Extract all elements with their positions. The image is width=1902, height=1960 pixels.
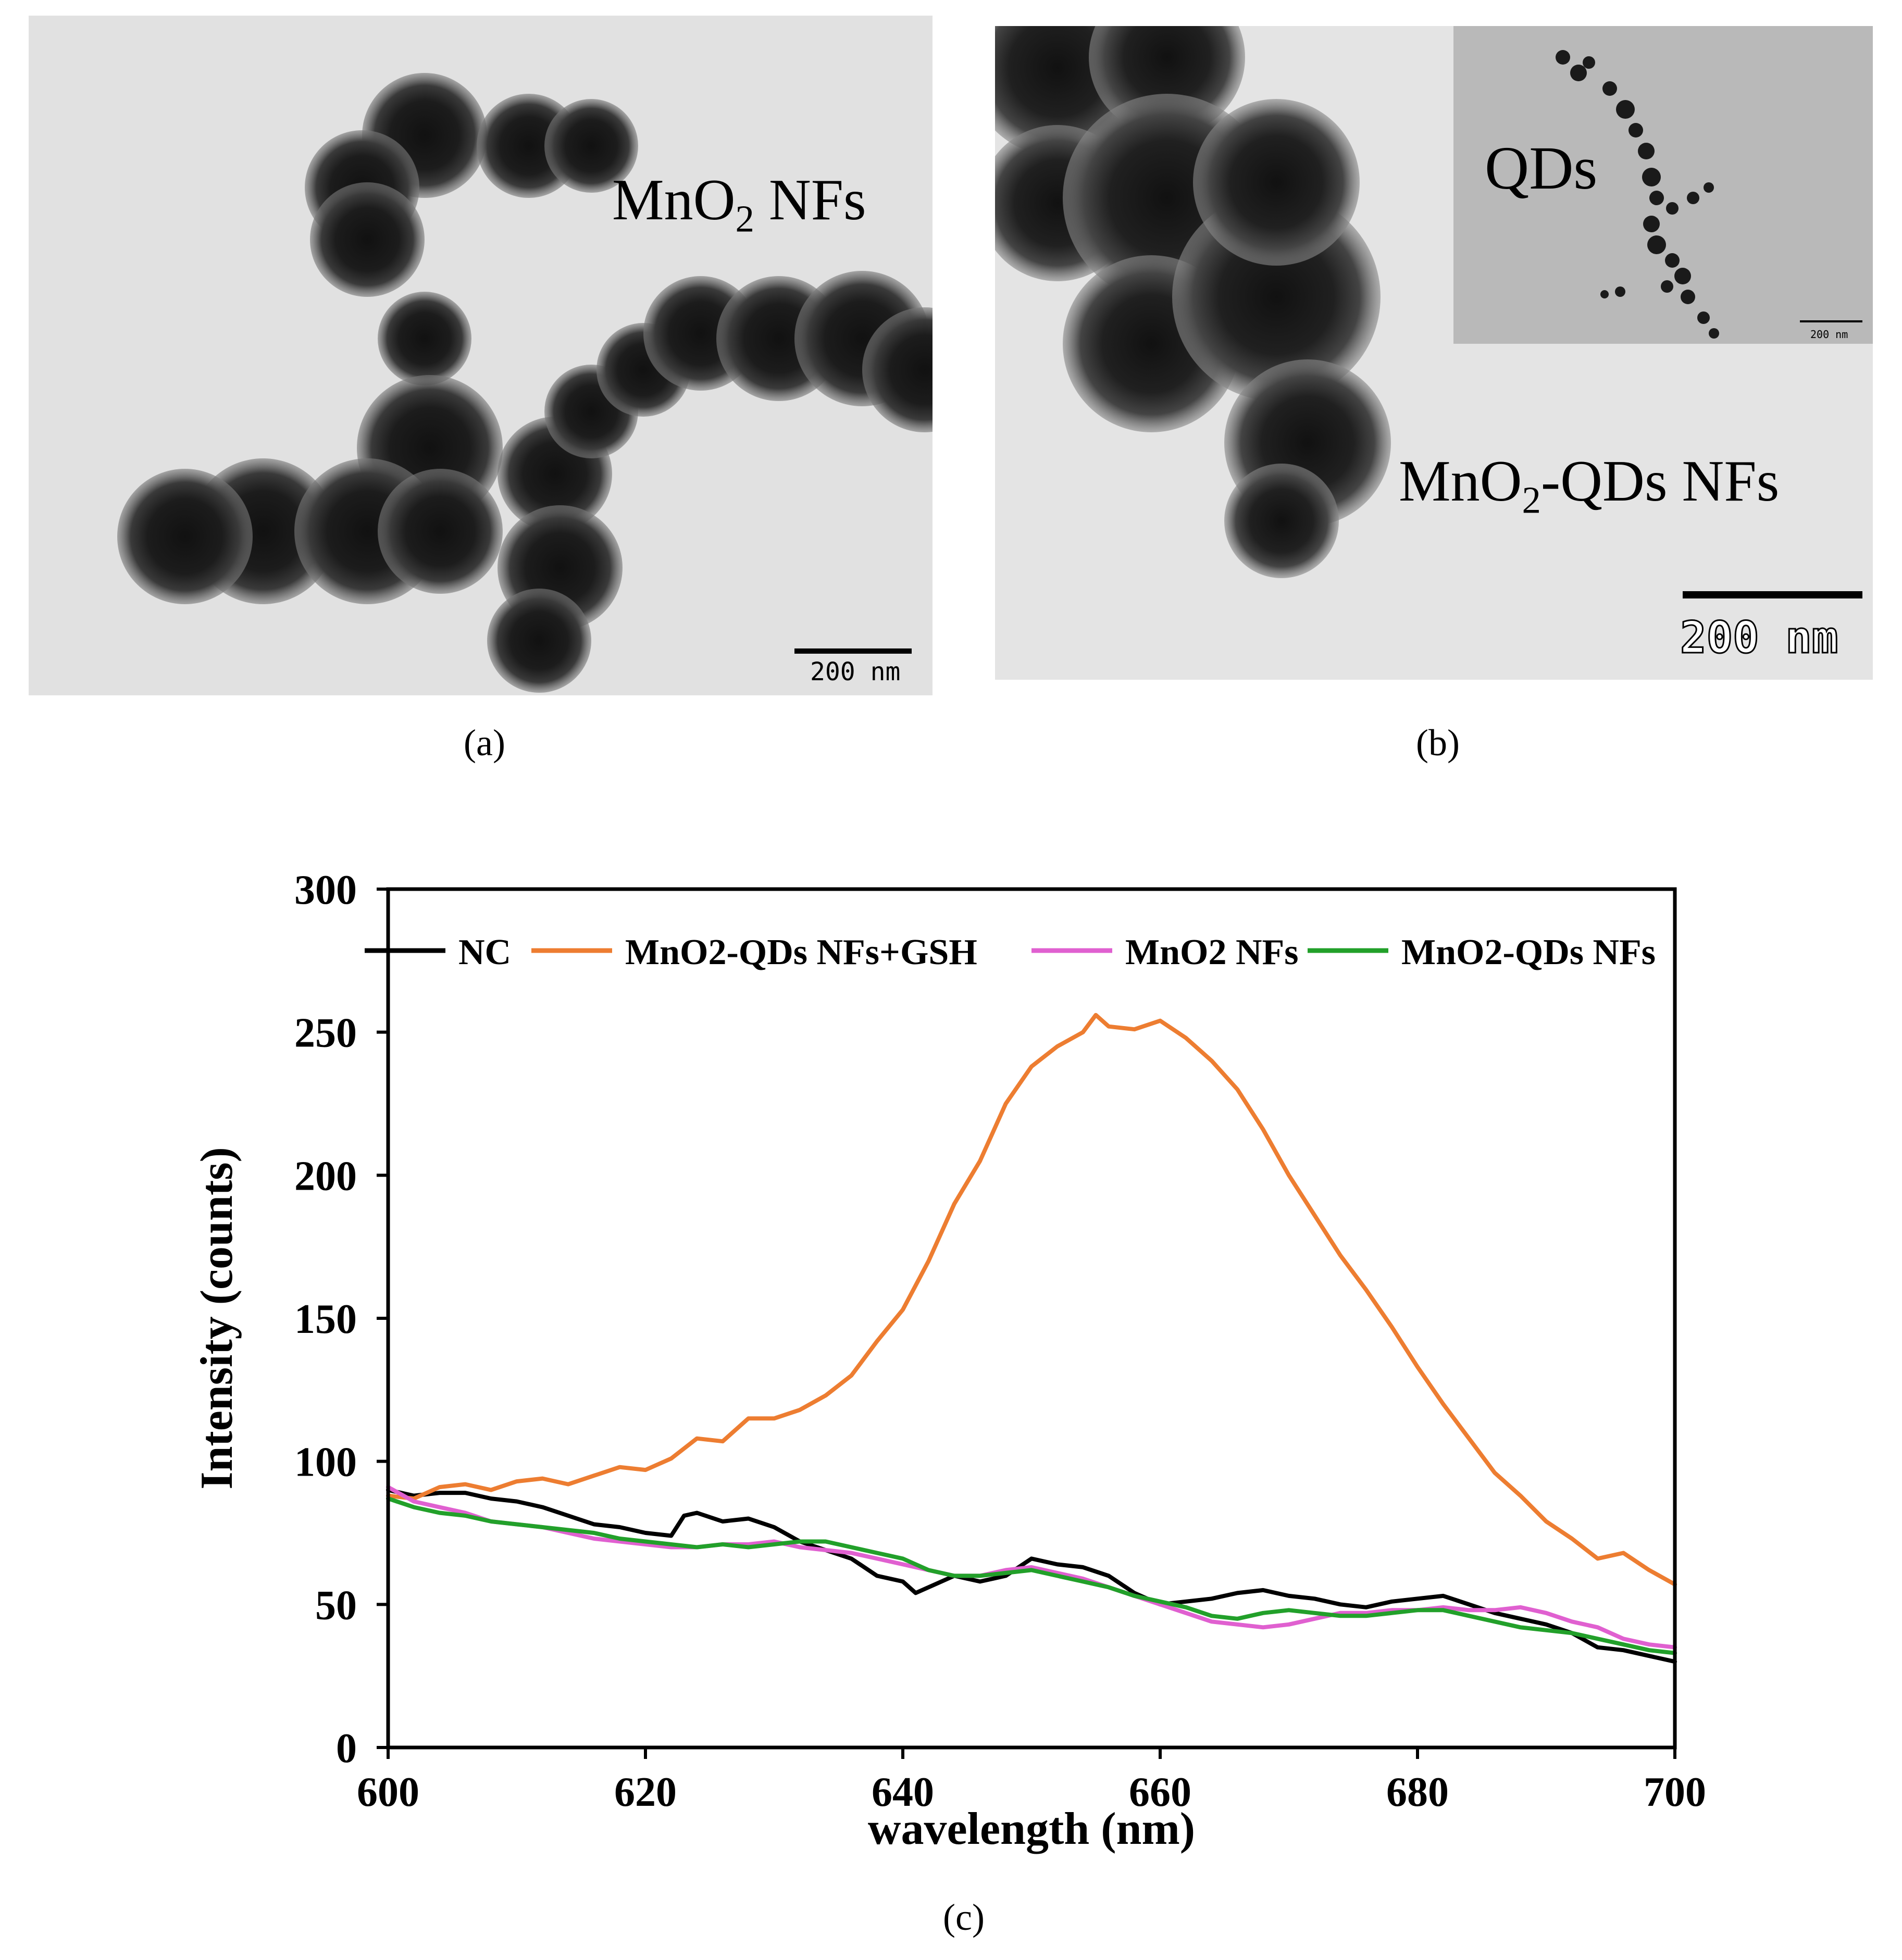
legend-label-2: MnO2 NFs bbox=[1125, 932, 1299, 972]
series-line-3 bbox=[386, 1496, 1677, 1655]
y-tick-label: 100 bbox=[294, 1440, 357, 1485]
tem-label-inset-qds: QDs bbox=[1485, 134, 1598, 202]
caption-c: (c) bbox=[943, 1896, 985, 1938]
inset-scale-bar bbox=[1800, 320, 1862, 322]
scale-bar bbox=[1683, 591, 1862, 598]
x-tick-label: 600 bbox=[357, 1769, 419, 1815]
series-line-2 bbox=[386, 1485, 1677, 1650]
tem-image-b bbox=[995, 26, 1873, 680]
y-tick-label: 0 bbox=[336, 1726, 357, 1771]
scale-label-b: 200 nm bbox=[1679, 611, 1838, 664]
caption-a: (a) bbox=[464, 722, 505, 764]
mno2-nanoflower-cluster bbox=[117, 73, 933, 693]
legend-label-3: MnO2-QDs NFs bbox=[1401, 932, 1656, 972]
legend-label-0: NC bbox=[458, 932, 511, 972]
caption-b: (b) bbox=[1416, 722, 1460, 764]
x-tick-label: 620 bbox=[614, 1769, 677, 1815]
x-tick-label: 700 bbox=[1644, 1769, 1706, 1815]
fluorescence-spectrum-chart: 0 50 100 150 200 250 300 600 620 640 660 680 700 wave… bbox=[192, 867, 1706, 1854]
x-tick-label: 660 bbox=[1129, 1769, 1191, 1815]
y-tick-label: 150 bbox=[294, 1296, 357, 1342]
y-axis-title: Intensity (counts) bbox=[192, 1147, 242, 1490]
qds-chain bbox=[1556, 50, 1719, 339]
series-line-0 bbox=[386, 1488, 1677, 1664]
x-axis-title: wavelength (nm) bbox=[868, 1804, 1195, 1854]
tem-label-a: MnO2 NFs bbox=[612, 168, 866, 240]
x-tick-label: 680 bbox=[1386, 1769, 1449, 1815]
y-tick-label: 50 bbox=[315, 1582, 357, 1628]
scale-bar bbox=[794, 648, 912, 654]
legend-label-1: MnO2-QDs NFs+GSH bbox=[625, 932, 977, 972]
tem-label-b: MnO2-QDs NFs bbox=[1399, 449, 1780, 521]
y-tick-label: 200 bbox=[294, 1153, 357, 1199]
mno2-qds-nanoflower-cluster bbox=[995, 26, 1873, 598]
inset-scale-label: 200 nm bbox=[1810, 328, 1848, 341]
y-tick-label: 300 bbox=[294, 867, 357, 913]
scale-label-a: 200 nm bbox=[810, 657, 901, 686]
tem-image-a bbox=[29, 16, 933, 695]
series-line-1 bbox=[386, 1013, 1677, 1587]
y-tick-label: 250 bbox=[294, 1010, 357, 1056]
x-tick-label: 640 bbox=[872, 1769, 934, 1815]
